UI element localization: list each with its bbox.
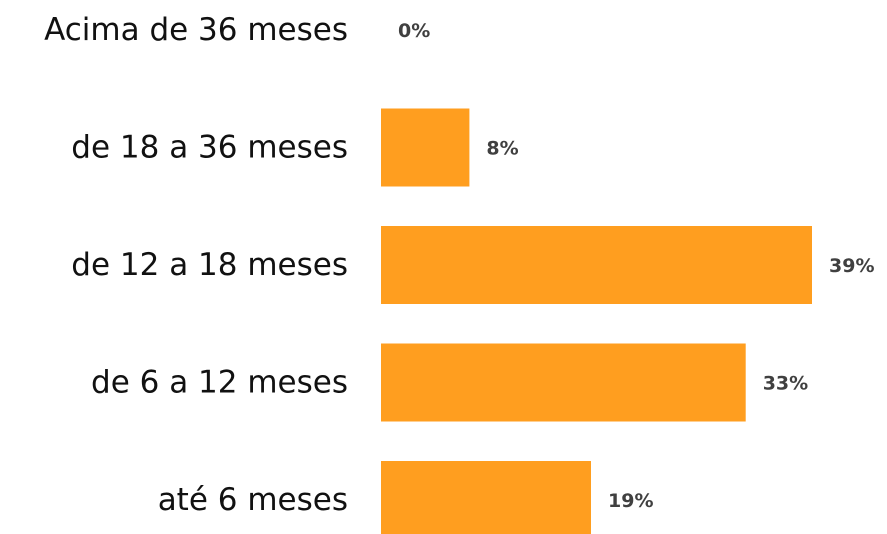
value-label-de-12-a-18-meses: 39% bbox=[829, 255, 874, 277]
value-label-acima-de-36-meses: 0% bbox=[398, 20, 430, 42]
category-label-de-12-a-18-meses: de 12 a 18 meses bbox=[71, 247, 348, 283]
bars-layer bbox=[381, 108, 812, 534]
value-label-de-18-a-36-meses: 8% bbox=[486, 138, 518, 160]
category-label-ate-6-meses: até 6 meses bbox=[158, 482, 348, 518]
bar-ate-6-meses bbox=[381, 461, 591, 534]
category-label-de-18-a-36-meses: de 18 a 36 meses bbox=[71, 130, 348, 166]
labels-layer: Acima de 36 meses 0% de 18 a 36 meses 8% de … bbox=[44, 12, 874, 518]
bar-de-18-a-36-meses bbox=[381, 108, 470, 187]
bar-de-6-a-12-meses bbox=[381, 343, 746, 422]
bar-de-12-a-18-meses bbox=[381, 226, 812, 304]
category-label-de-6-a-12-meses: de 6 a 12 meses bbox=[91, 365, 348, 401]
value-label-de-6-a-12-meses: 33% bbox=[763, 373, 808, 395]
category-label-acima-de-36-meses: Acima de 36 meses bbox=[44, 12, 348, 48]
value-label-ate-6-meses: 19% bbox=[608, 490, 653, 512]
